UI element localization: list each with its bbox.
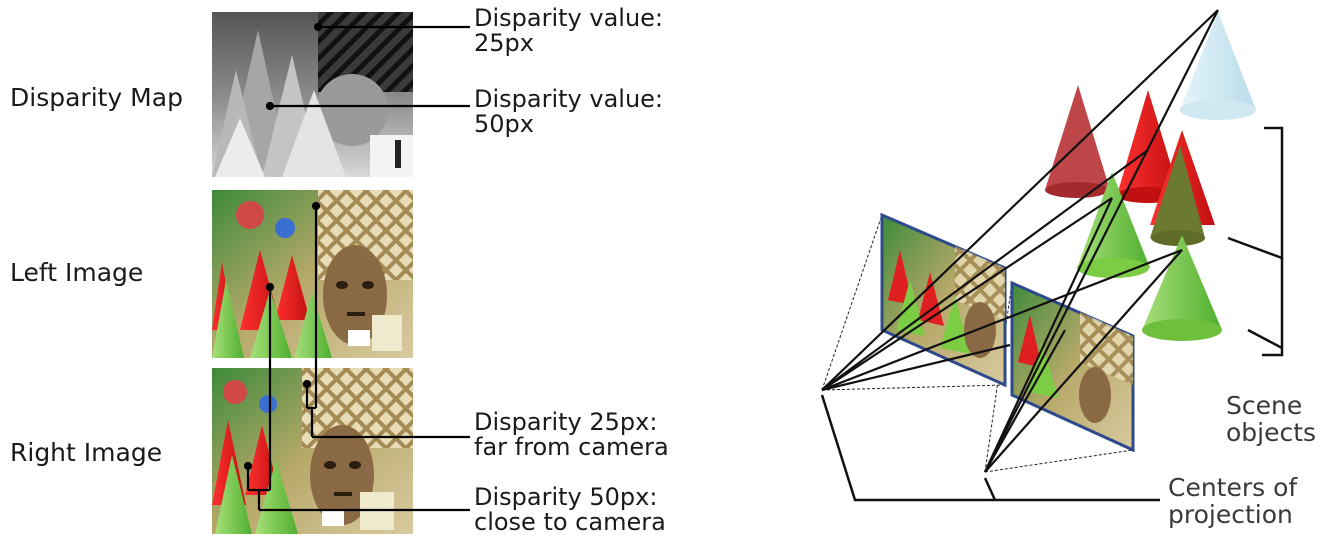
annotation-text: Disparity 25px: (474, 408, 658, 436)
row-label-right-image: Right Image (10, 438, 163, 467)
cone-green-front (1142, 235, 1222, 330)
projection-geometry (820, 9, 1284, 502)
cone-light-blue (1180, 12, 1256, 110)
disparity-map-image (212, 12, 413, 177)
row-label-left-image: Left Image (10, 258, 144, 287)
annotation-far-from-camera: Disparity 25px: far from camera (474, 410, 669, 460)
annotation-disparity-50: Disparity value: 50px (474, 87, 663, 137)
scene-objects-bracket (1227, 126, 1284, 357)
annotation-text: close to camera (474, 508, 666, 536)
annotation-text: 50px (474, 110, 534, 138)
label-scene-objects: Scene objects (1226, 392, 1316, 446)
label-text: projection (1168, 500, 1293, 529)
cone-green-left (1077, 172, 1150, 268)
annotation-text: Disparity value: (474, 4, 664, 32)
right-image (212, 368, 413, 534)
label-text: objects (1226, 418, 1317, 447)
annotation-lines (243, 22, 470, 512)
cone-dark-red (1045, 85, 1110, 190)
cone-red (1117, 90, 1180, 195)
label-text: Scene (1226, 391, 1303, 420)
label-text: Centers of (1168, 473, 1298, 502)
row-label-disparity-map: Disparity Map (10, 83, 183, 112)
annotation-disparity-25: Disparity value: 25px (474, 6, 663, 56)
centers-bracket (820, 394, 1160, 502)
label-centers-of-projection: Centers of projection (1168, 474, 1297, 528)
annotation-text: 25px (474, 29, 534, 57)
annotation-text: far from camera (474, 433, 669, 461)
left-image (212, 190, 413, 358)
cone-olive (1150, 145, 1205, 238)
annotation-text: Disparity value: (474, 85, 664, 113)
annotation-text: Disparity 50px: (474, 483, 658, 511)
annotation-close-to-camera: Disparity 50px: close to camera (474, 485, 666, 535)
